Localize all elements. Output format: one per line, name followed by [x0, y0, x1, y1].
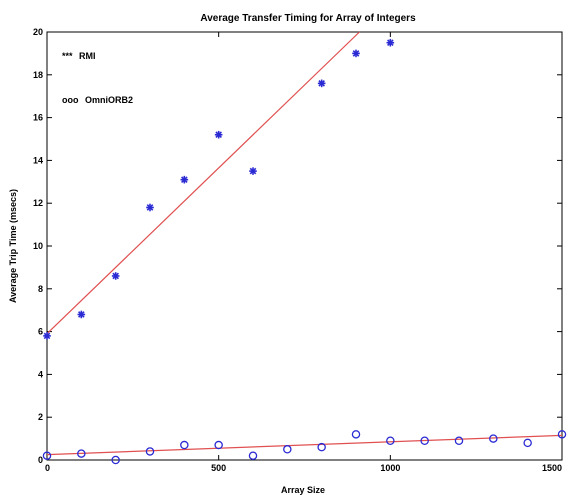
fit-lines [46, 31, 563, 456]
data-point-omniorb2 [386, 436, 395, 445]
data-point-rmi [77, 310, 86, 319]
x-tick-label: 500 [211, 463, 226, 473]
y-tick-label: 4 [38, 369, 43, 379]
data-point-omniorb2 [214, 440, 223, 450]
data-point-omniorb2 [351, 430, 361, 439]
data-point-rmi [146, 203, 154, 212]
data-point-omniorb2 [77, 449, 86, 458]
fit-line-rmi [46, 31, 360, 335]
plot-area [46, 31, 563, 461]
axis-ticks: 0 500 1000 1500 0 2 4 6 8 10 12 14 16 18 20 [33, 27, 563, 473]
data-point-omniorb2 [420, 436, 429, 445]
data-point-omniorb2 [523, 438, 532, 448]
data-point-omniorb2 [557, 430, 567, 439]
data-point-rmi [386, 38, 395, 47]
y-tick-label: 2 [38, 412, 43, 422]
chart-title: Average Transfer Timing for Array of Int… [200, 13, 416, 24]
x-tick-label: 1000 [380, 463, 400, 473]
data-point-omniorb2 [248, 451, 258, 460]
y-axis-label: Average Trip Time (msecs) [8, 189, 18, 303]
y-tick-label: 18 [33, 70, 43, 80]
data-point-rmi [180, 175, 189, 184]
legend-marker-rmi: *** [62, 51, 73, 61]
data-point-rmi [111, 272, 120, 280]
y-tick-label: 10 [33, 241, 43, 251]
data-point-omniorb2 [145, 447, 155, 456]
y-tick-label: 6 [38, 327, 43, 337]
x-tick-label: 0 [45, 463, 50, 473]
legend-entry-rmi: *** RMI [62, 51, 96, 61]
legend-entry-omniorb2: ooo OmniORB2 [62, 95, 133, 105]
y-tick-label: 14 [33, 155, 43, 165]
y-tick-label: 12 [33, 198, 43, 208]
data-point-omniorb2 [489, 434, 498, 443]
data-point-omniorb2 [454, 436, 464, 445]
legend-marker-omniorb2: ooo [62, 95, 79, 105]
data-point-omniorb2 [283, 445, 292, 454]
fit-line-omniorb2 [46, 434, 563, 456]
data-point-omniorb2 [111, 455, 120, 465]
y-tick-label: 16 [33, 113, 43, 123]
y-tick-label: 0 [38, 455, 43, 465]
legend-label-rmi: RMI [79, 51, 96, 61]
data-point-omniorb2 [42, 451, 52, 460]
y-tick-label: 20 [33, 27, 43, 37]
data-points [42, 38, 567, 465]
legend: *** RMI ooo OmniORB2 [62, 51, 133, 105]
data-point-rmi [43, 332, 51, 340]
data-point-omniorb2 [180, 440, 189, 450]
data-point-rmi [214, 130, 223, 139]
y-tick-label: 8 [38, 284, 43, 294]
legend-label-omniorb2: OmniORB2 [85, 95, 133, 105]
x-axis-label: Array Size [281, 485, 325, 495]
data-point-omniorb2 [317, 442, 326, 452]
data-point-rmi [352, 49, 360, 58]
x-tick-label: 1500 [542, 463, 562, 473]
data-point-rmi [317, 79, 326, 88]
data-point-rmi [249, 167, 257, 175]
